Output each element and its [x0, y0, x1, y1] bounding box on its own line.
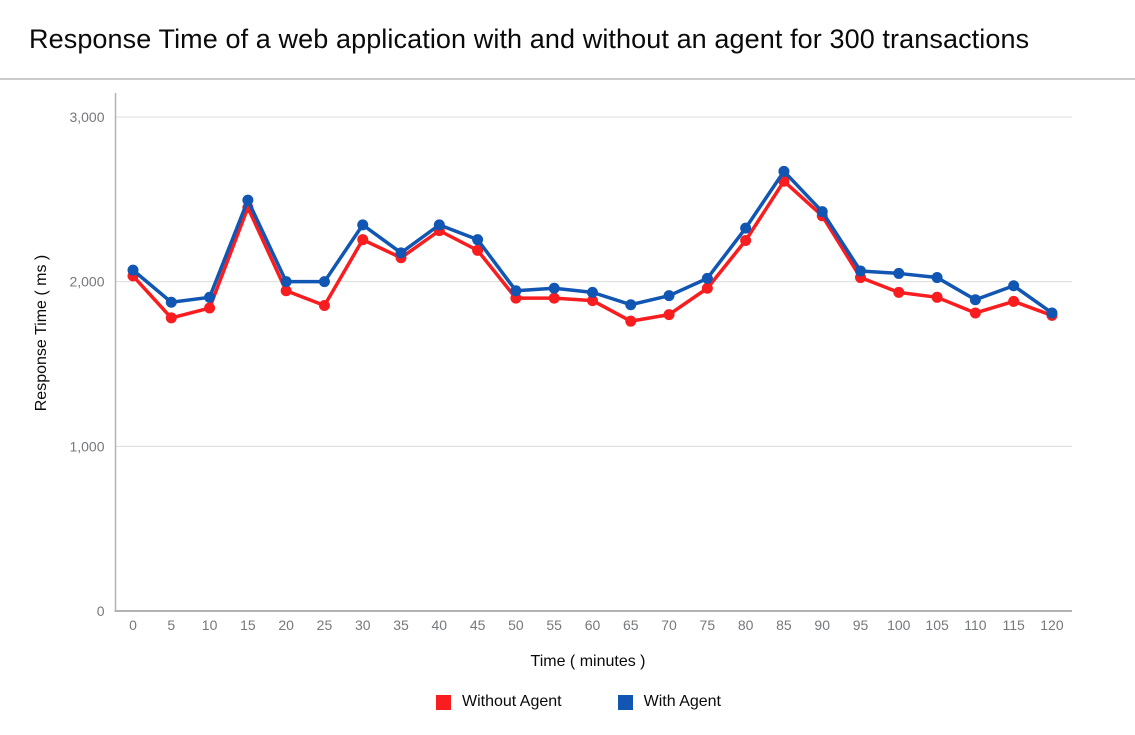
x-tick-label: 10	[202, 617, 218, 633]
data-point-marker[interactable]	[701, 272, 713, 284]
line-chart-plot: 0 1,000 2,000 3,000 0 5 10 15 20 25 30 35 40 45 50 55 60…	[69, 93, 1072, 633]
data-point-marker[interactable]	[357, 219, 369, 231]
x-tick-label: 120	[1040, 617, 1064, 633]
data-point-marker[interactable]	[472, 244, 484, 256]
data-point-marker[interactable]	[1046, 307, 1058, 319]
data-point-marker[interactable]	[625, 299, 637, 311]
x-tick-label: 65	[623, 617, 639, 633]
data-point-marker[interactable]	[663, 309, 675, 321]
chart-title: Response Time of a web application with …	[29, 24, 1030, 54]
data-point-marker[interactable]	[969, 294, 981, 306]
x-tick-label: 5	[167, 617, 175, 633]
data-point-marker[interactable]	[204, 302, 216, 314]
data-point-marker[interactable]	[893, 267, 905, 279]
data-point-marker[interactable]	[893, 286, 905, 298]
data-point-marker[interactable]	[931, 291, 943, 303]
x-tick-label: 75	[700, 617, 716, 633]
x-tick-label: 15	[240, 617, 256, 633]
chart-legend: Without Agent With Agent	[0, 693, 1135, 711]
legend-label: Without Agent	[462, 693, 562, 710]
x-tick-label: 20	[278, 617, 294, 633]
x-tick-label: 85	[776, 617, 792, 633]
data-point-marker[interactable]	[242, 194, 254, 206]
x-tick-label: 35	[393, 617, 409, 633]
data-point-marker[interactable]	[778, 165, 790, 177]
title-divider	[0, 78, 1135, 80]
data-point-marker[interactable]	[204, 291, 216, 303]
series-without-agent	[127, 175, 1058, 327]
data-point-marker[interactable]	[357, 234, 369, 246]
x-tick-label: 45	[470, 617, 486, 633]
y-tick-label: 2,000	[69, 274, 104, 290]
series-with-agent	[127, 165, 1058, 319]
y-tick-label: 0	[97, 603, 105, 619]
x-tick-label: 60	[585, 617, 601, 633]
y-axis-title: Response Time ( ms )	[33, 254, 50, 412]
legend-item-without-agent[interactable]: Without Agent	[436, 693, 562, 711]
data-point-marker[interactable]	[472, 234, 484, 246]
data-point-marker[interactable]	[280, 276, 292, 288]
data-point-marker[interactable]	[395, 247, 407, 259]
data-point-marker[interactable]	[280, 285, 292, 297]
data-point-marker[interactable]	[548, 292, 560, 304]
data-point-marker[interactable]	[127, 264, 139, 276]
data-point-marker[interactable]	[318, 300, 330, 312]
x-tick-label: 90	[814, 617, 830, 633]
data-point-marker[interactable]	[816, 206, 828, 218]
data-point-marker[interactable]	[165, 312, 177, 324]
y-tick-label: 3,000	[69, 109, 104, 125]
legend-label: With Agent	[643, 693, 721, 710]
x-tick-label: 100	[887, 617, 911, 633]
data-point-marker[interactable]	[586, 286, 598, 298]
x-tick-label: 25	[317, 617, 333, 633]
data-point-marker[interactable]	[931, 272, 943, 284]
x-tick-label: 95	[853, 617, 869, 633]
data-point-marker[interactable]	[740, 235, 752, 246]
data-point-marker[interactable]	[510, 285, 522, 297]
data-point-marker[interactable]	[548, 282, 560, 294]
data-point-marker[interactable]	[969, 307, 981, 319]
data-point-marker[interactable]	[625, 315, 637, 327]
data-point-marker[interactable]	[433, 219, 445, 231]
data-point-marker[interactable]	[586, 295, 598, 307]
legend-item-with-agent[interactable]: With Agent	[617, 693, 721, 711]
data-point-marker[interactable]	[663, 290, 675, 302]
data-point-marker[interactable]	[701, 282, 713, 294]
x-tick-label: 40	[432, 617, 448, 633]
legend-color-swatch	[617, 694, 633, 710]
data-point-marker[interactable]	[1008, 295, 1020, 307]
y-tick-label: 1,000	[69, 438, 104, 454]
x-tick-label: 80	[738, 617, 754, 633]
x-tick-label: 70	[661, 617, 677, 633]
data-point-marker[interactable]	[740, 222, 752, 234]
x-tick-label: 50	[508, 617, 524, 633]
x-tick-label: 30	[355, 617, 371, 633]
data-point-marker[interactable]	[855, 265, 867, 277]
x-axis-title: Time ( minutes )	[530, 653, 646, 670]
x-tick-label: 105	[925, 617, 949, 633]
x-tick-label: 110	[964, 617, 987, 633]
data-point-marker[interactable]	[318, 276, 330, 288]
data-point-marker[interactable]	[165, 296, 177, 308]
data-point-marker[interactable]	[1008, 280, 1020, 292]
x-tick-label: 55	[546, 617, 562, 633]
legend-color-swatch	[436, 694, 451, 710]
x-tick-label: 115	[1003, 617, 1026, 633]
x-tick-label: 0	[129, 617, 137, 633]
